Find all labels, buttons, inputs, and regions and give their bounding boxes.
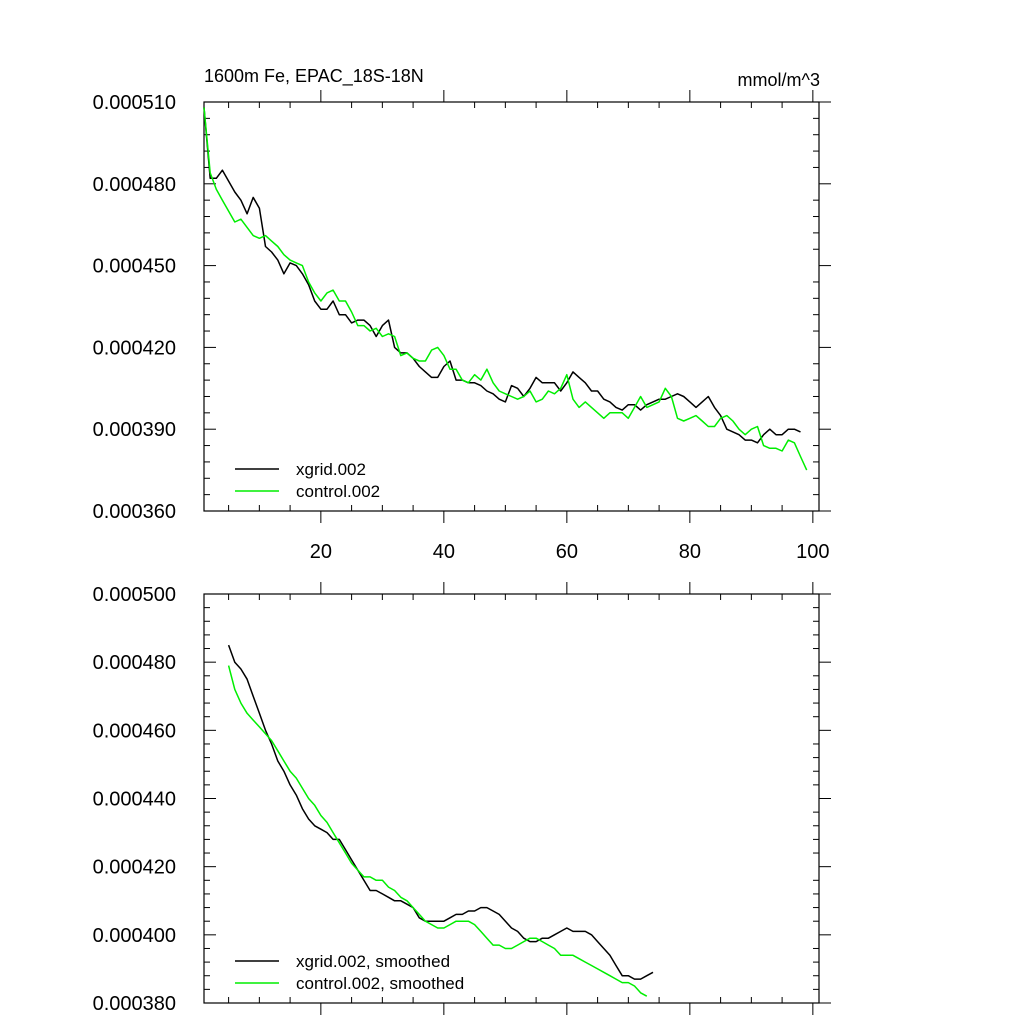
- top-panel: 1600m Fe, EPAC_18S-18N mmol/m^3 0.000360…: [93, 66, 831, 563]
- y-tick-label: 0.000420: [93, 337, 176, 359]
- series-line-xgrid-002: [203, 107, 801, 444]
- axis-ticks: [204, 582, 831, 1015]
- plot-frame: [203, 101, 820, 512]
- y-tick-label: 0.000510: [93, 92, 176, 114]
- y-axis-tick-labels: 0.000360 0.000390 0.000420 0.000450 0.000480…: [93, 92, 176, 523]
- plot-frame: [203, 593, 820, 1004]
- series-lines: [203, 107, 808, 471]
- chart-title: 1600m Fe, EPAC_18S-18N: [204, 66, 424, 87]
- y-tick-label: 0.000360: [93, 501, 176, 523]
- legend-label-xgrid-smoothed: xgrid.002, smoothed: [296, 952, 450, 971]
- y-tick-label: 0.000420: [93, 857, 176, 879]
- y-tick-label: 0.000380: [93, 993, 176, 1015]
- y-tick-label: 0.000400: [93, 925, 176, 947]
- y-tick-label: 0.000500: [93, 584, 176, 606]
- series-lines: [227, 644, 654, 997]
- y-tick-label: 0.000480: [93, 652, 176, 674]
- y-tick-label: 0.000480: [93, 174, 176, 196]
- x-tick-label: 40: [433, 541, 455, 563]
- x-axis-tick-labels: 20 40 60 80 100: [310, 541, 830, 563]
- y-tick-label: 0.000390: [93, 419, 176, 441]
- legend: xgrid.002, smoothed control.002, smoothe…: [235, 952, 464, 993]
- x-tick-label: 80: [679, 541, 701, 563]
- legend-label-control: control.002: [296, 482, 380, 501]
- series-line-control-002-smoothed: [227, 665, 648, 997]
- y-tick-label: 0.000450: [93, 256, 176, 278]
- y-tick-label: 0.000460: [93, 720, 176, 742]
- axis-ticks: [204, 90, 831, 523]
- x-tick-label: 100: [796, 541, 829, 563]
- legend-label-xgrid: xgrid.002: [296, 460, 366, 479]
- bottom-panel: 0.000380 0.000400 0.000420 0.000440 0.000460…: [93, 582, 831, 1015]
- series-line-control-002: [203, 107, 808, 471]
- legend: xgrid.002 control.002: [235, 460, 380, 501]
- legend-label-control-smoothed: control.002, smoothed: [296, 974, 464, 993]
- units-label: mmol/m^3: [738, 70, 820, 90]
- y-tick-label: 0.000440: [93, 789, 176, 811]
- x-tick-label: 20: [310, 541, 332, 563]
- x-tick-label: 60: [556, 541, 578, 563]
- y-axis-tick-labels: 0.000380 0.000400 0.000420 0.000440 0.000460…: [93, 584, 176, 1015]
- series-line-xgrid-002-smoothed: [227, 644, 654, 980]
